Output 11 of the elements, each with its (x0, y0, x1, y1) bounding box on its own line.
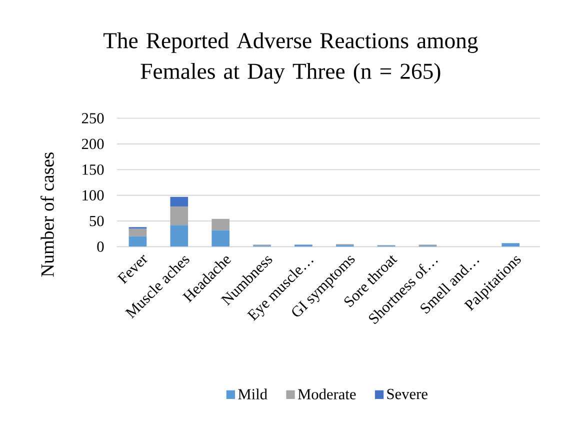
y-tick-label: 0 (97, 242, 104, 252)
legend-label: Moderate (298, 388, 356, 400)
legend-label: Severe (387, 388, 428, 400)
chart-title: The Reported Adverse Reactions among Females at Day Three (n = 265) (104, 32, 478, 84)
y-tick-label: 200 (82, 138, 104, 150)
y-axis-title: Number of cases (40, 152, 54, 277)
y-tick-label: 150 (82, 164, 104, 175)
legend-label: Mild (238, 388, 268, 400)
y-tick-label: 250 (82, 113, 104, 124)
y-tick-label: 100 (82, 190, 104, 200)
y-tick-label: 50 (90, 216, 104, 226)
